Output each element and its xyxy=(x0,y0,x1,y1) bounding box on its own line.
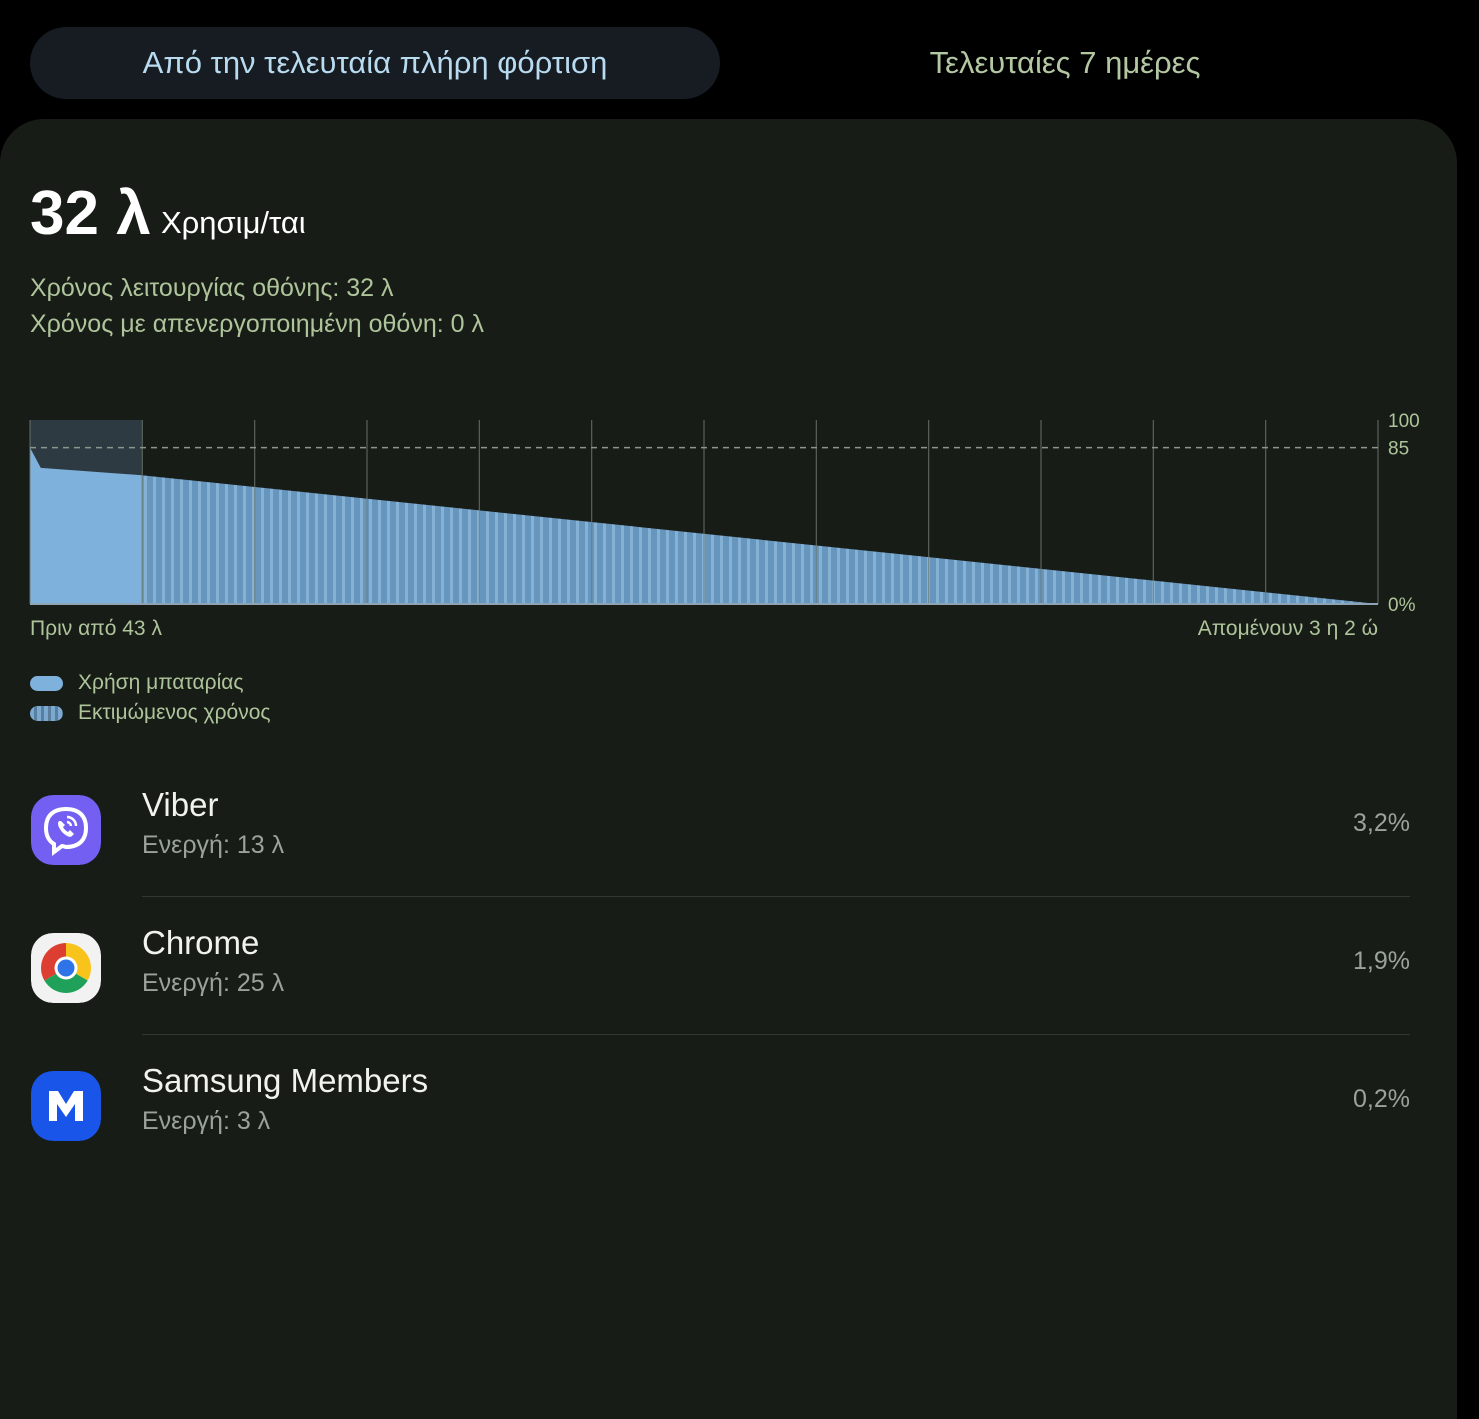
legend-battery-usage: Χρήση μπαταρίας xyxy=(30,668,244,698)
legend-estimated-label: Εκτιμώμενος χρόνος xyxy=(78,701,271,724)
legend-estimated-time: Εκτιμώμενος χρόνος xyxy=(30,698,271,728)
app-row-chrome[interactable]: Chrome Ενεργή: 25 λ 1,9% xyxy=(0,908,1457,1046)
app-usage-percent: 1,9% xyxy=(1353,947,1410,975)
viber-icon xyxy=(31,795,101,865)
app-usage-percent: 3,2% xyxy=(1353,809,1410,837)
divider xyxy=(142,896,1410,897)
used-time-value: 32 λ xyxy=(30,179,151,248)
legend-estimated-swatch xyxy=(30,705,63,721)
chart-end-label: Απομένουν 3 η 2 ώ xyxy=(1197,617,1378,640)
app-active-time: Ενεργή: 3 λ xyxy=(142,1107,271,1135)
series-usage-area xyxy=(30,447,142,604)
tab-last-7-days-label: Τελευταίες 7 ημέρες xyxy=(929,45,1201,80)
tab-last-7-days[interactable]: Τελευταίες 7 ημέρες xyxy=(800,27,1330,99)
app-active-time: Ενεργή: 13 λ xyxy=(142,831,285,859)
chart-start-label: Πριν από 43 λ xyxy=(30,617,162,640)
y-tick-label: 0% xyxy=(1388,595,1416,615)
battery-chart[interactable]: 100 85 0% xyxy=(0,400,1479,615)
app-usage-percent: 0,2% xyxy=(1353,1085,1410,1113)
screen-off-time: Χρόνος με απενεργοποιημένη οθόνη: 0 λ xyxy=(30,310,484,338)
screen-on-time: Χρόνος λειτουργίας οθόνης: 32 λ xyxy=(30,274,394,302)
tab-since-last-full-charge[interactable]: Από την τελευταία πλήρη φόρτιση xyxy=(30,27,720,99)
samsung-members-icon xyxy=(31,1071,101,1141)
legend-usage-label: Χρήση μπαταρίας xyxy=(78,671,244,694)
app-name: Viber xyxy=(142,786,219,823)
chrome-icon xyxy=(31,933,101,1003)
battery-usage-card xyxy=(0,119,1457,1419)
app-active-time: Ενεργή: 25 λ xyxy=(142,969,285,997)
series-estimated-area xyxy=(141,475,1378,604)
divider xyxy=(142,1034,1410,1035)
app-row-samsung-members[interactable]: Samsung Members Ενεργή: 3 λ 0,2% xyxy=(0,1046,1457,1184)
y-tick-label: 85 xyxy=(1388,439,1409,460)
used-time-label: Χρησιμ/ται xyxy=(161,205,306,240)
y-tick-label: 100 xyxy=(1388,411,1420,432)
app-name: Chrome xyxy=(142,924,260,961)
app-row-viber[interactable]: Viber Ενεργή: 13 λ 3,2% xyxy=(0,770,1457,908)
legend-usage-swatch xyxy=(30,675,63,691)
tab-since-last-full-charge-label: Από την τελευταία πλήρη φόρτιση xyxy=(142,45,608,80)
app-name: Samsung Members xyxy=(142,1062,429,1099)
